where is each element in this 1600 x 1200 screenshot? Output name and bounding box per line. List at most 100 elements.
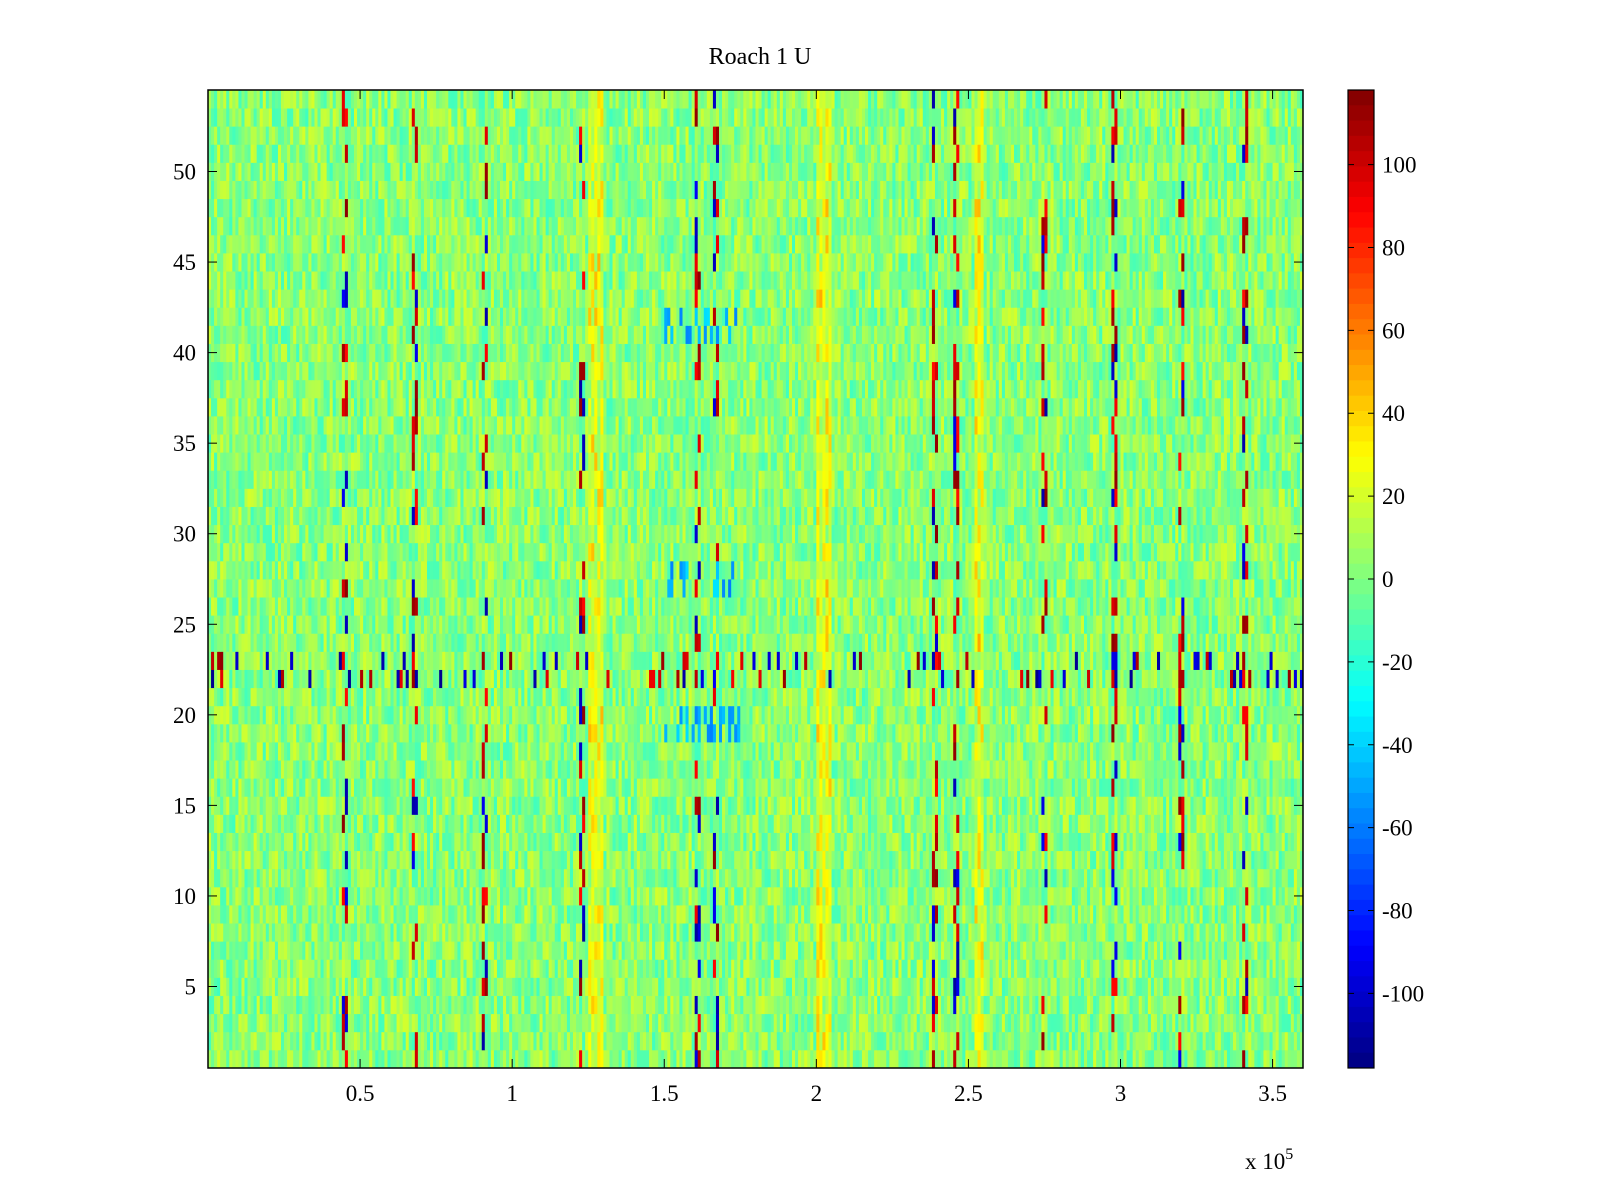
heatmap-cell (771, 1032, 774, 1051)
heatmap-cell (807, 1014, 810, 1033)
heatmap-cell (366, 1032, 369, 1051)
heatmap-cell (856, 1032, 859, 1051)
heatmap-cell (695, 977, 698, 996)
heatmap-cell (549, 1032, 552, 1051)
heatmap-cell (978, 959, 981, 978)
heatmap-cell (488, 996, 491, 1015)
heatmap-cell (576, 959, 579, 978)
heatmap-cell (637, 1032, 640, 1051)
heatmap-cell (956, 977, 959, 996)
heatmap-cell (412, 977, 415, 996)
heatmap-cell (464, 1050, 467, 1069)
heatmap-cell (895, 977, 898, 996)
heatmap-cell (470, 996, 473, 1015)
heatmap-cell (950, 959, 953, 978)
heatmap-cell (725, 977, 728, 996)
heatmap-cell (235, 1014, 238, 1033)
heatmap-cell (549, 1050, 552, 1069)
heatmap-cell (789, 977, 792, 996)
heatmap-cell (749, 1014, 752, 1033)
heatmap-cell (880, 959, 883, 978)
heatmap-cell (789, 959, 792, 978)
heatmap-cell (926, 959, 929, 978)
heatmap-cell (512, 996, 515, 1015)
heatmap-cell (892, 1014, 895, 1033)
heatmap-cell (968, 959, 971, 978)
heatmap-cell (363, 1050, 366, 1069)
heatmap-cell (777, 1014, 780, 1033)
heatmap-cell (506, 1050, 509, 1069)
heatmap-cell (1239, 1014, 1242, 1033)
heatmap-cell (403, 1014, 406, 1033)
heatmap-cell (625, 996, 628, 1015)
heatmap-cell (260, 1014, 263, 1033)
heatmap-cell (579, 977, 582, 996)
heatmap-cell (841, 959, 844, 978)
heatmap-cell (597, 977, 600, 996)
heatmap-cell (558, 1032, 561, 1051)
heatmap-cell (491, 941, 494, 960)
heatmap-cell (1245, 996, 1248, 1015)
heatmap-cell (1209, 959, 1212, 978)
heatmap-cell (908, 1050, 911, 1069)
heatmap-cell (1130, 1032, 1133, 1051)
heatmap-cell (978, 977, 981, 996)
heatmap-cell (1057, 1014, 1060, 1033)
heatmap-cell (868, 959, 871, 978)
heatmap-cell (573, 1032, 576, 1051)
heatmap-cell (895, 996, 898, 1015)
heatmap-cell (792, 1050, 795, 1069)
heatmap-cell (348, 941, 351, 960)
heatmap-cell (1111, 1014, 1114, 1033)
heatmap-cell (497, 941, 500, 960)
heatmap-cell (1178, 959, 1181, 978)
heatmap-cell (406, 941, 409, 960)
heatmap-cell (759, 996, 762, 1015)
heatmap-cell (956, 1014, 959, 1033)
heatmap-cell (284, 1050, 287, 1069)
heatmap-cell (333, 941, 336, 960)
heatmap-cell (819, 1032, 822, 1051)
heatmap-cell (1279, 959, 1282, 978)
heatmap-cell (734, 959, 737, 978)
heatmap-cell (1145, 1050, 1148, 1069)
heatmap-cell (214, 1014, 217, 1033)
heatmap-cell (777, 941, 780, 960)
heatmap-cell (503, 977, 506, 996)
heatmap-cell (521, 941, 524, 960)
heatmap-cell (1160, 996, 1163, 1015)
heatmap-cell (710, 1050, 713, 1069)
heatmap-cell (664, 941, 667, 960)
heatmap-cell (853, 977, 856, 996)
heatmap-cell (880, 977, 883, 996)
heatmap-cell (378, 959, 381, 978)
heatmap-cell (950, 977, 953, 996)
heatmap-cell (409, 996, 412, 1015)
heatmap-cell (792, 1032, 795, 1051)
heatmap-cell (1114, 1032, 1117, 1051)
heatmap-cell (1017, 1050, 1020, 1069)
heatmap-cell (330, 1050, 333, 1069)
heatmap-cell (613, 1050, 616, 1069)
heatmap-cell (318, 1050, 321, 1069)
heatmap-cell (1267, 1014, 1270, 1033)
heatmap-cell (935, 1032, 938, 1051)
heatmap-cell (606, 996, 609, 1015)
heatmap-cell (692, 1050, 695, 1069)
heatmap-cell (1163, 1032, 1166, 1051)
heatmap-cell (938, 1050, 941, 1069)
heatmap-cell (290, 1032, 293, 1051)
heatmap-cell (1175, 1050, 1178, 1069)
heatmap-cell (801, 941, 804, 960)
heatmap-cell (1072, 996, 1075, 1015)
heatmap-cell (676, 1014, 679, 1033)
heatmap-cell (1124, 959, 1127, 978)
heatmap-cell (533, 959, 536, 978)
heatmap-cell (865, 977, 868, 996)
heatmap-cell (713, 941, 716, 960)
heatmap-cell (683, 1032, 686, 1051)
heatmap-cell (585, 959, 588, 978)
heatmap-cell (789, 941, 792, 960)
heatmap-cell (704, 977, 707, 996)
heatmap-cell (1066, 1032, 1069, 1051)
